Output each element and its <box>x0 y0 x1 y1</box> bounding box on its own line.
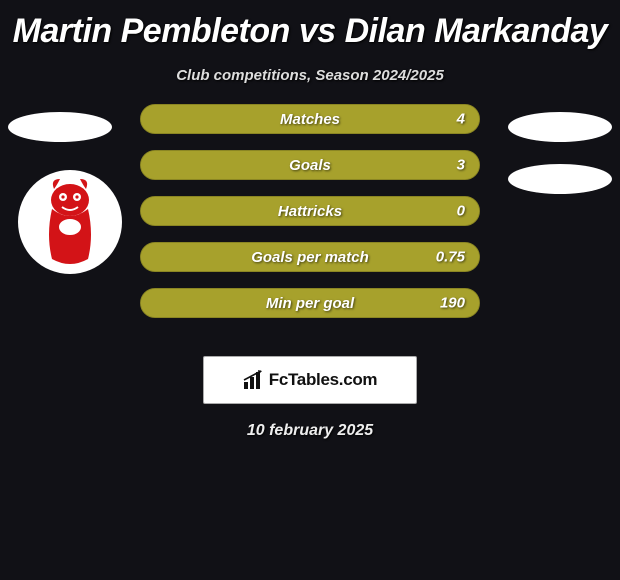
stat-pill: Goals 3 <box>140 150 480 180</box>
stat-value-right: 0.75 <box>436 249 465 266</box>
imp-crest-icon <box>32 177 108 267</box>
left-player-ellipse <box>8 112 112 142</box>
stat-label: Matches <box>280 111 340 128</box>
stat-value-right: 3 <box>457 157 465 174</box>
club-badge <box>18 170 122 274</box>
stat-pill: Goals per match 0.75 <box>140 242 480 272</box>
stat-value-right: 4 <box>457 111 465 128</box>
stat-pill: Matches 4 <box>140 104 480 134</box>
stat-pill-list: Matches 4 Goals 3 Hattricks 0 Goals per match 0… <box>140 104 480 334</box>
stats-area: Matches 4 Goals 3 Hattricks 0 Goals per match 0… <box>0 114 620 354</box>
date-label: 10 february 2025 <box>0 422 620 440</box>
stat-label: Hattricks <box>278 203 342 220</box>
stat-label: Goals per match <box>251 249 369 266</box>
stat-label: Goals <box>289 157 331 174</box>
page-title: Martin Pembleton vs Dilan Markanday <box>0 0 620 51</box>
subtitle: Club competitions, Season 2024/2025 <box>0 67 620 84</box>
right-player-ellipse-2 <box>508 164 612 194</box>
stat-label: Min per goal <box>266 295 354 312</box>
bars-icon <box>243 370 265 390</box>
stat-pill: Min per goal 190 <box>140 288 480 318</box>
right-player-ellipse-1 <box>508 112 612 142</box>
fctables-label: FcTables.com <box>269 370 378 390</box>
fctables-badge[interactable]: FcTables.com <box>203 356 417 404</box>
stat-value-right: 0 <box>457 203 465 220</box>
stat-pill: Hattricks 0 <box>140 196 480 226</box>
stat-value-right: 190 <box>440 295 465 312</box>
